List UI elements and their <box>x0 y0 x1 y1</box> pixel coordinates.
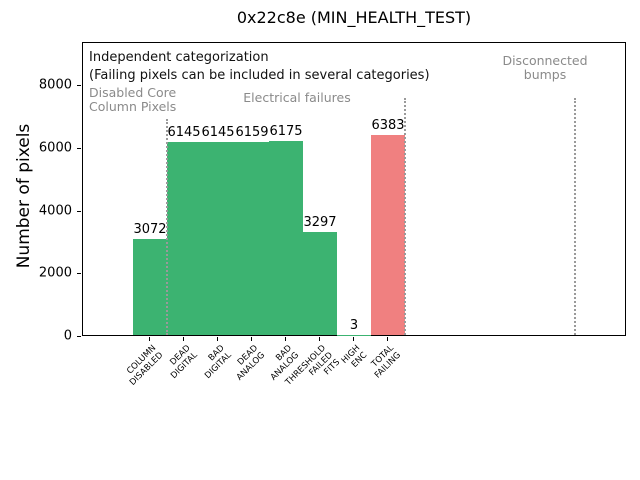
bar-value-label: 6145 <box>167 125 201 141</box>
bar <box>303 231 337 335</box>
y-tick <box>77 147 81 149</box>
x-tick <box>319 337 320 341</box>
x-tick <box>217 337 218 341</box>
bar <box>269 141 303 335</box>
annotation-failing-note: (Failing pixels can be included in sever… <box>89 68 430 83</box>
bar-value-label: 3 <box>349 317 359 333</box>
bar-value-label: 3297 <box>303 214 337 230</box>
bar <box>167 142 201 335</box>
y-tick-label: 6000 <box>38 140 72 156</box>
plot-area: Independent categorization (Failing pixe… <box>82 42 626 336</box>
x-tick <box>353 337 354 341</box>
y-tick-label: 4000 <box>38 203 72 218</box>
group-separator-line <box>404 98 406 335</box>
y-tick <box>77 210 81 212</box>
y-tick <box>77 273 81 275</box>
bar <box>371 134 405 335</box>
annotation-disconnected-bumps: Disconnected bumps <box>502 53 588 82</box>
y-tick <box>77 85 81 86</box>
bar <box>201 142 235 335</box>
x-tick <box>183 337 184 341</box>
y-tick <box>77 336 81 337</box>
bar-value-label: 6383 <box>371 117 405 133</box>
bar <box>235 141 269 335</box>
bar <box>133 238 167 335</box>
group-separator-line <box>574 98 576 335</box>
bar-value-label: 6159 <box>235 124 269 140</box>
group-separator-line <box>166 119 168 335</box>
annotation-independent-categorization: Independent categorization <box>89 50 269 65</box>
chart-title: 0x22c8e (MIN_HEALTH_TEST) <box>236 8 472 27</box>
bar-value-label: 6175 <box>269 124 303 140</box>
y-tick-label: 8000 <box>38 77 72 93</box>
y-tick-label: 0 <box>63 328 72 344</box>
y-tick-label: 2000 <box>38 265 72 281</box>
annotation-disabled-core-column-pixels: Disabled Core Column Pixels <box>89 85 177 114</box>
annotation-electrical-failures: Electrical failures <box>243 90 351 105</box>
bar-value-label: 6145 <box>201 125 235 141</box>
x-tick <box>285 337 286 341</box>
x-tick <box>149 337 150 341</box>
bar-value-label: 3072 <box>133 221 167 237</box>
x-tick <box>387 337 388 341</box>
x-tick <box>251 337 252 341</box>
